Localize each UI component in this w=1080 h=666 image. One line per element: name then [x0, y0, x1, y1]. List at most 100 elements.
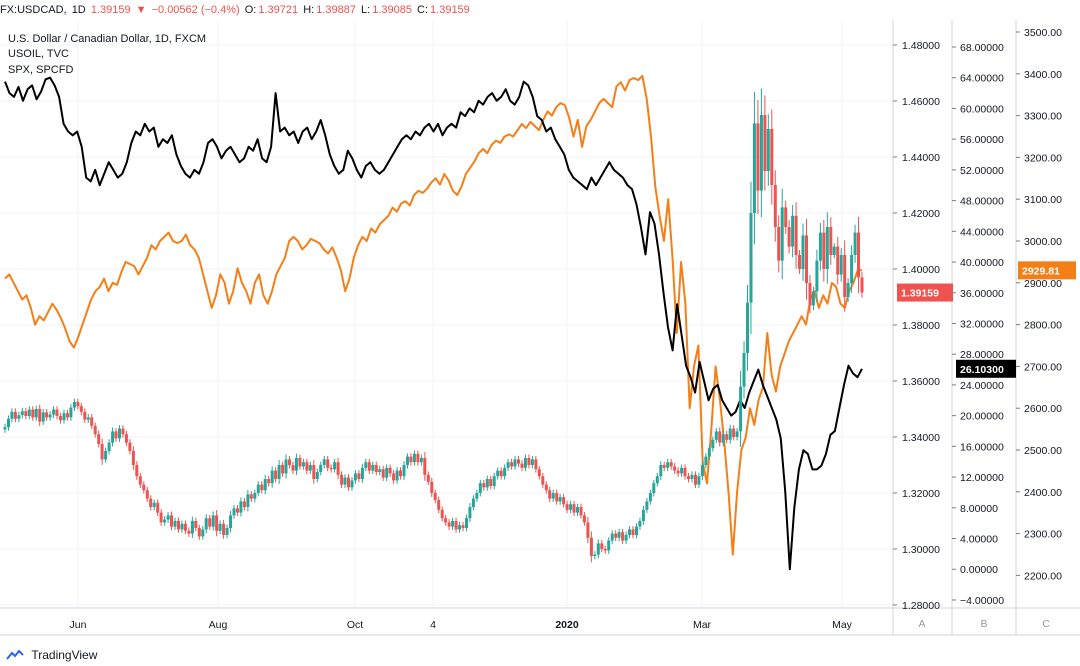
spx-line	[4, 74, 862, 556]
candle	[544, 481, 548, 494]
candle	[589, 531, 593, 563]
tick-label-c: 2300.00	[1024, 529, 1062, 541]
candle	[24, 407, 28, 420]
tick-label-b: 32.00000	[960, 318, 1004, 330]
candle	[825, 212, 829, 284]
tick-label-b: 20.00000	[960, 411, 1004, 423]
tick-label-c: 2700.00	[1024, 361, 1062, 373]
candle	[45, 409, 49, 421]
spx-last-label: 2929.81	[1018, 261, 1076, 280]
candle	[308, 461, 312, 474]
tick-label-a: 1.42000	[902, 208, 940, 220]
candle	[423, 452, 427, 481]
tick-label-b: 68.00000	[960, 42, 1004, 54]
candle	[253, 489, 257, 502]
candle	[291, 461, 295, 474]
high-label: H:	[303, 4, 315, 16]
tick-label-a: 1.28000	[902, 600, 940, 612]
scale-buttons[interactable]: A B C	[918, 618, 1050, 630]
candle	[3, 423, 7, 433]
time-tick-label: Aug	[209, 619, 228, 631]
candle	[353, 470, 357, 484]
candle	[600, 540, 604, 553]
tick-label-b: 16.00000	[960, 441, 1004, 453]
candle	[340, 471, 344, 489]
tick-label-c: 3200.00	[1024, 152, 1062, 164]
candle	[277, 460, 281, 484]
usdcad-candles	[3, 88, 864, 563]
time-axis[interactable]: Jun Aug Oct 4 2020 Mar May	[70, 619, 853, 631]
candle	[7, 415, 10, 431]
tick-label-c: 2900.00	[1024, 278, 1062, 290]
tick-label-b: 36.00000	[960, 288, 1004, 300]
legend-spx[interactable]: SPX, SPCFD	[8, 64, 73, 76]
footer: TradingView	[0, 643, 1080, 665]
candle	[579, 503, 583, 519]
candle	[850, 245, 854, 293]
candle	[111, 427, 115, 447]
candle	[735, 428, 739, 441]
price-scale-a[interactable]: 1.48000 1.46000 1.44000 1.42000 1.40000 1.380…	[893, 40, 940, 612]
candle	[83, 408, 87, 423]
candle	[62, 409, 66, 424]
candle	[90, 414, 94, 430]
scale-button-a[interactable]: A	[918, 618, 925, 630]
candle	[461, 521, 465, 532]
time-tick-label: Mar	[693, 619, 712, 631]
candle	[395, 467, 399, 484]
candle	[229, 510, 232, 533]
candle	[548, 486, 552, 502]
tradingview-brand[interactable]: TradingView	[31, 647, 98, 662]
candle	[728, 424, 732, 444]
candle	[218, 520, 222, 535]
candle	[152, 499, 156, 511]
candle	[610, 530, 614, 544]
candle	[860, 272, 864, 298]
candle	[392, 470, 396, 484]
candle	[558, 493, 562, 505]
candle	[406, 453, 409, 469]
candle	[596, 539, 600, 559]
tick-label-b: 0.00000	[960, 564, 998, 576]
open-label: O:	[244, 4, 257, 16]
legend-usoil[interactable]: USOIL, TVC	[8, 48, 69, 60]
candle	[565, 500, 569, 514]
candle	[541, 472, 545, 488]
tick-label-a: 1.34000	[902, 432, 940, 444]
svg-text:2929.81: 2929.81	[1022, 265, 1060, 277]
symbol-name[interactable]: FX:USDCAD,	[0, 4, 67, 16]
candle	[336, 457, 340, 480]
legend-usdcad[interactable]: U.S. Dollar / Canadian Dollar, 1D, FXCM	[8, 33, 206, 45]
low-label: L:	[361, 4, 371, 16]
scale-button-b[interactable]: B	[980, 618, 987, 630]
candle	[482, 479, 486, 491]
scale-button-c[interactable]: C	[1042, 618, 1050, 630]
candle	[388, 464, 392, 477]
candle	[794, 202, 798, 269]
candle	[20, 407, 24, 419]
candle	[409, 453, 413, 466]
candle	[444, 514, 448, 526]
candle	[707, 444, 711, 460]
candle	[263, 475, 267, 495]
candle	[857, 216, 860, 294]
price-scale-b[interactable]: 68.00000 64.00000 60.00000 56.00000 52.00000…	[952, 42, 1004, 607]
candle	[454, 517, 458, 533]
candle	[471, 495, 475, 511]
interval[interactable]: 1D	[71, 4, 86, 16]
down-arrow-icon: ▼	[135, 4, 147, 16]
candle	[801, 223, 805, 281]
candle	[242, 498, 246, 511]
candle	[510, 458, 514, 470]
price-scale-c[interactable]: 3500.00 3400.00 3300.00 3200.00 3100.00 3000.…	[1016, 27, 1062, 582]
candle	[836, 236, 840, 285]
candle	[194, 517, 198, 532]
candle	[652, 479, 656, 497]
candle	[440, 506, 444, 522]
candle	[582, 512, 586, 526]
candle	[426, 471, 430, 486]
candle	[666, 458, 670, 472]
candle	[301, 458, 305, 470]
candle	[180, 520, 184, 533]
